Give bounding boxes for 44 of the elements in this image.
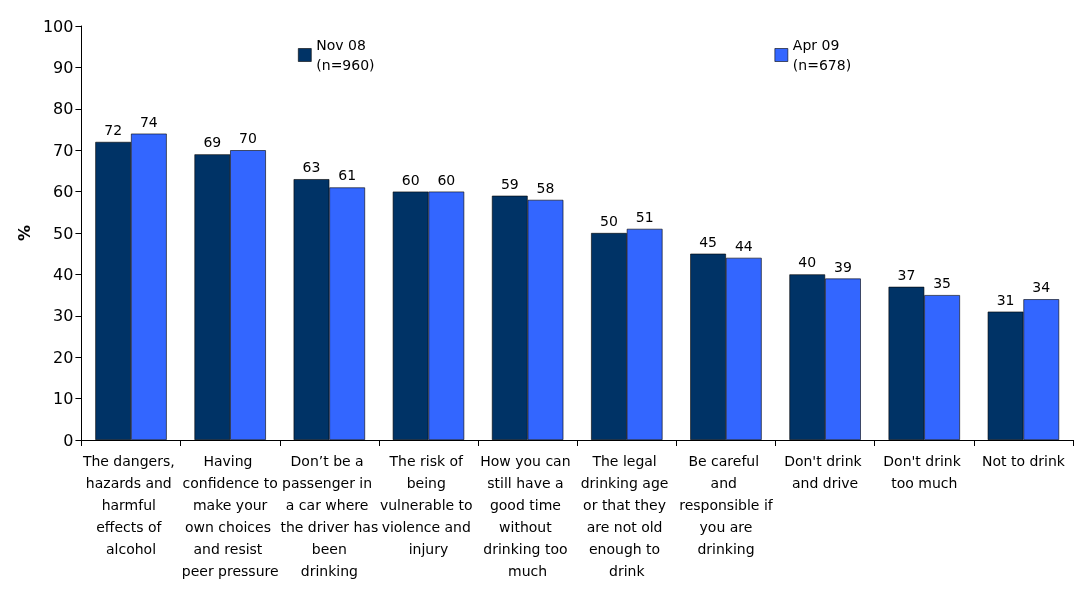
y-tick-label: 40 (53, 264, 74, 284)
y-tick-label: 70 (53, 140, 74, 160)
x-tick-label: Not to drink (981, 453, 1066, 469)
data-label: 35 (933, 275, 952, 292)
x-tick-label: Don't drink and drive (784, 453, 867, 491)
x-tick-label: How you can still have a good time without drinking too much (480, 453, 576, 579)
data-label: 59 (500, 175, 519, 192)
legend-label: Apr 09 (n=678) (792, 37, 852, 73)
y-tick-label: 30 (53, 306, 74, 326)
x-tick-label: The risk of being vulnerable to violence and injury (379, 453, 478, 557)
y-tick-label: 50 (53, 223, 74, 243)
y-tick-label: 90 (53, 57, 74, 77)
y-tick-label: 10 (53, 389, 74, 409)
data-label: 70 (239, 130, 257, 147)
data-label: 39 (834, 258, 852, 275)
x-tick-label: The legal drinking age or that they are not old enough to drink (580, 453, 673, 579)
data-label: 60 (437, 171, 456, 188)
legend-label: Nov 08 (n=960) (316, 37, 375, 73)
y-tick-label: 80 (53, 99, 74, 119)
data-label: 51 (635, 208, 654, 225)
data-label: 72 (104, 121, 123, 138)
data-label: 50 (600, 213, 618, 229)
data-label: 58 (536, 179, 555, 196)
data-label: 60 (401, 171, 420, 188)
data-label: 61 (338, 167, 357, 184)
data-label: 34 (1032, 279, 1051, 296)
y-tick-label: 0 (63, 430, 74, 450)
y-tick-label: 60 (53, 182, 74, 202)
x-tick-label: Be careful and responsible if you are drinking (679, 453, 774, 557)
data-label: 63 (302, 159, 321, 176)
data-label: 37 (897, 266, 916, 283)
y-tick-label: 100 (42, 16, 74, 36)
data-label: 40 (798, 254, 817, 271)
data-label: 45 (699, 233, 718, 250)
x-tick-label: The dangers, hazards and harmful effects of alcohol (81, 453, 180, 557)
data-label: 31 (996, 291, 1015, 308)
y-axis-title: % (14, 224, 34, 242)
data-label: 69 (203, 134, 222, 151)
data-label: 44 (734, 237, 753, 254)
x-tick-label: Don’t be a passenger in a car where the driver has been drinking (280, 453, 379, 579)
data-label: 74 (139, 113, 158, 130)
y-tick-label: 20 (53, 347, 74, 367)
x-tick-label: Don't drink too much (883, 453, 966, 491)
x-tick-label: Having confidence to make your own choices and resist peer pressure (181, 453, 279, 579)
